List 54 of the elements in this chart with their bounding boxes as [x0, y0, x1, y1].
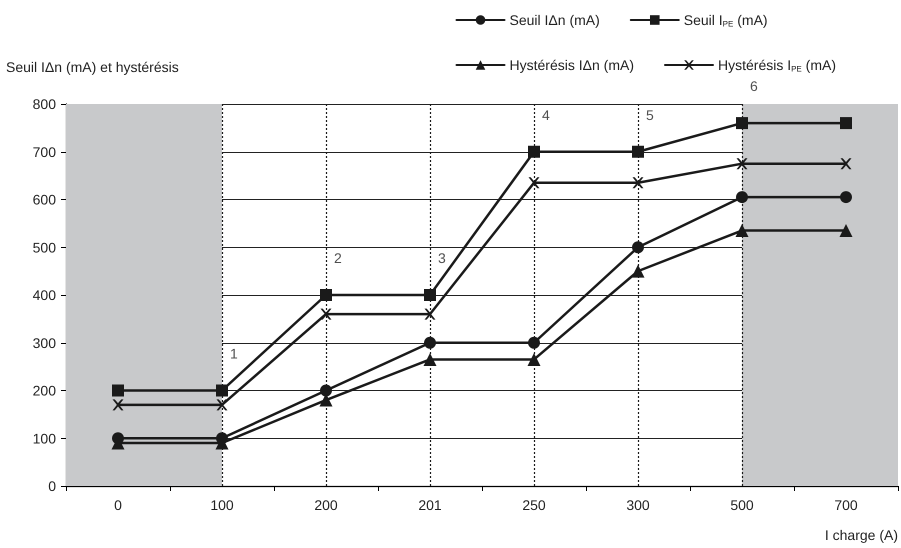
- x-tick-label: 300: [626, 497, 650, 513]
- legend-label: Seuil IΔn (mA): [510, 12, 600, 28]
- point: [840, 224, 852, 238]
- x-tick-label: 500: [730, 497, 754, 513]
- annotation: 2: [334, 250, 342, 266]
- point: [112, 384, 124, 396]
- point: [320, 289, 332, 301]
- y-tick-label: 600: [32, 192, 56, 208]
- point: [840, 158, 852, 170]
- x-tick-label: 201: [418, 497, 442, 513]
- annotation: 3: [438, 250, 446, 266]
- point: [632, 264, 644, 278]
- point: [424, 289, 436, 301]
- point: [424, 352, 436, 366]
- x-tick-label: 200: [314, 497, 338, 513]
- point: [424, 308, 436, 320]
- y-tick-label: 400: [32, 287, 56, 303]
- y-tick-label: 100: [32, 430, 56, 446]
- point: [840, 117, 852, 130]
- point: [840, 191, 852, 204]
- x-tick-label: 0: [114, 497, 122, 513]
- y-tick-label: 700: [32, 144, 56, 160]
- point: [736, 224, 748, 238]
- legend-label: Hystérésis IΔn (mA): [510, 57, 634, 73]
- point: [112, 399, 124, 410]
- point: [528, 146, 540, 158]
- annotation: 4: [542, 106, 550, 123]
- x-axis-title: I charge (A): [824, 527, 898, 543]
- annotation: 5: [646, 106, 654, 123]
- point: [632, 177, 644, 188]
- point: [216, 384, 228, 396]
- x-tick-label: 250: [522, 497, 546, 513]
- point: [320, 384, 332, 396]
- y-tick-label: 0: [48, 478, 56, 494]
- point: [632, 241, 644, 254]
- point: [736, 158, 748, 170]
- annotation: 1: [230, 346, 238, 362]
- point: [216, 399, 228, 410]
- point: [424, 336, 436, 349]
- point: [736, 191, 748, 204]
- x-tick-label: 700: [834, 497, 858, 513]
- point: [632, 146, 644, 158]
- point: [528, 336, 540, 349]
- point: [528, 352, 540, 366]
- y-tick-label: 300: [32, 334, 56, 351]
- y-tick-label: 500: [32, 239, 56, 256]
- point: [736, 117, 748, 130]
- annotation: 6: [750, 78, 758, 94]
- x-tick-label: 100: [210, 497, 234, 513]
- point: [528, 177, 540, 188]
- y-tick-label: 200: [32, 382, 56, 398]
- y-tick-label: 800: [32, 96, 56, 112]
- point: [320, 308, 332, 320]
- y-axis-title: Seuil IΔn (mA) et hystérésis: [6, 59, 179, 75]
